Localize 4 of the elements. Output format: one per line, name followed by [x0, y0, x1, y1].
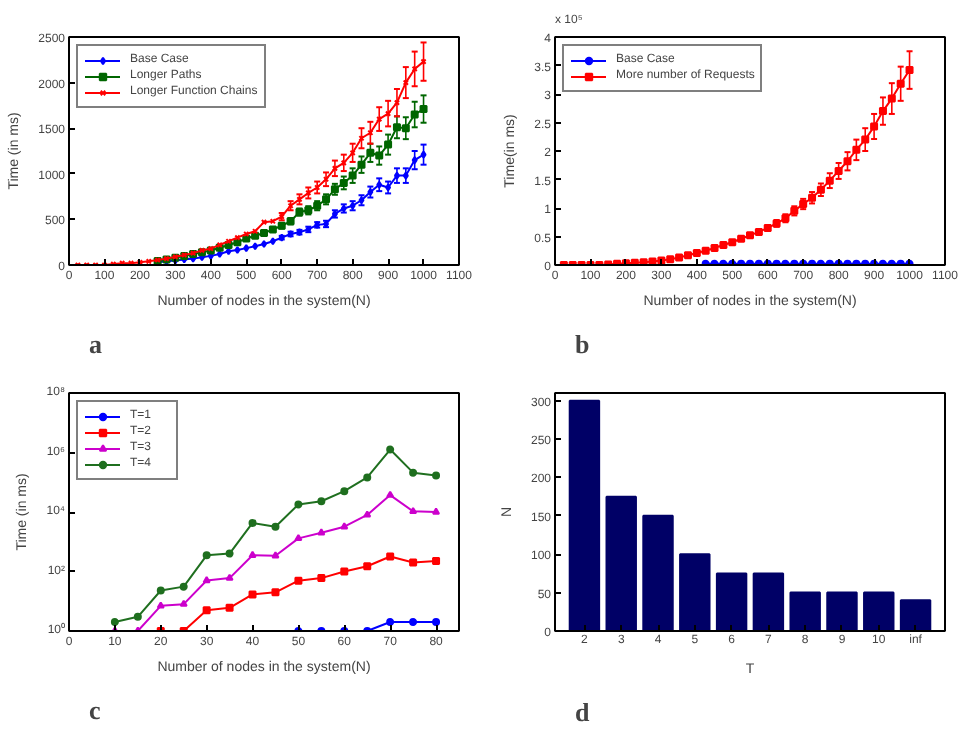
text: d: [575, 697, 591, 727]
text: a: [89, 329, 103, 359]
text: b: [575, 329, 590, 359]
text: c: [89, 695, 101, 725]
